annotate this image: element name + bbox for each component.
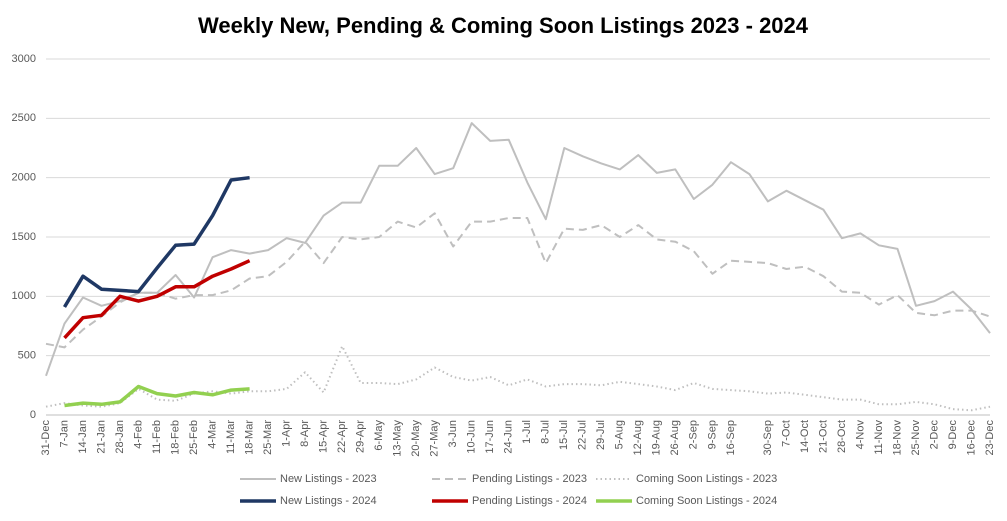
x-tick-label: 10-Jun <box>466 420 478 454</box>
series-line <box>45 122 991 377</box>
y-tick-label: 1000 <box>12 290 36 302</box>
x-tick-label: 16-Dec <box>965 420 977 456</box>
y-tick-label: 500 <box>18 350 36 362</box>
x-tick-label: 28-Oct <box>836 420 848 453</box>
x-tick-label: 2-Sep <box>688 420 700 449</box>
x-tick-label: 12-Aug <box>632 420 644 455</box>
x-tick-label: 24-Jun <box>503 420 515 454</box>
x-tick-label: 22-Apr <box>336 420 348 453</box>
y-tick-label: 2000 <box>12 172 36 184</box>
x-tick-label: 4-Mar <box>206 420 218 449</box>
x-tick-label: 20-May <box>410 420 422 457</box>
x-tick-label: 18-Mar <box>244 420 256 455</box>
x-tick-label: 11-Nov <box>873 420 885 455</box>
x-tick-label: 17-Jun <box>484 420 496 454</box>
x-tick-label: 25-Mar <box>262 420 274 455</box>
x-tick-label: 21-Jan <box>95 420 107 454</box>
x-tick-label: 21-Oct <box>817 420 829 453</box>
x-tick-label: 25-Feb <box>188 420 200 455</box>
legend-label: Coming Soon Listings - 2024 <box>636 495 777 507</box>
x-tick-label: 9-Dec <box>947 420 959 450</box>
x-tick-label: 31-Dec <box>40 420 52 456</box>
x-tick-label: 15-Jul <box>558 420 570 450</box>
legend-label: New Listings - 2023 <box>280 473 377 485</box>
x-tick-label: 29-Apr <box>355 420 367 453</box>
x-tick-label: 9-Sep <box>706 420 718 449</box>
x-tick-label: 28-Jan <box>114 420 126 454</box>
x-tick-label: 14-Jan <box>77 420 89 454</box>
x-tick-label: 30-Sep <box>762 420 774 455</box>
x-tick-label: 14-Oct <box>799 420 811 453</box>
legend-label: New Listings - 2024 <box>280 495 377 507</box>
legend-label: Pending Listings - 2024 <box>472 495 587 507</box>
x-tick-label: 2-Dec <box>928 420 940 450</box>
legend-label: Pending Listings - 2023 <box>472 473 587 485</box>
x-tick-label: 27-May <box>429 420 441 457</box>
x-tick-label: 22-Jul <box>577 420 589 450</box>
x-tick-label: 3-Jun <box>447 420 459 448</box>
x-tick-label: 29-Jul <box>595 420 607 450</box>
x-tick-label: 19-Aug <box>651 420 663 455</box>
series-line <box>63 259 251 340</box>
series-line <box>62 175 250 308</box>
x-tick-label: 8-Jul <box>540 420 552 444</box>
x-tick-label: 6-May <box>373 420 385 451</box>
x-tick-label: 18-Feb <box>169 420 181 455</box>
x-tick-label: 23-Dec <box>984 420 996 456</box>
x-tick-label: 7-Jan <box>58 420 70 448</box>
x-tick-label: 7-Oct <box>780 420 792 447</box>
series-line <box>45 212 991 349</box>
x-tick-label: 13-May <box>392 420 404 457</box>
y-tick-label: 1500 <box>12 231 36 243</box>
y-tick-label: 3000 <box>12 53 36 65</box>
x-tick-label: 15-Apr <box>318 420 330 453</box>
x-tick-label: 4-Feb <box>132 420 144 449</box>
y-tick-label: 0 <box>30 409 36 421</box>
x-tick-label: 16-Sep <box>725 420 737 455</box>
x-tick-label: 4-Nov <box>854 420 866 450</box>
x-tick-label: 18-Nov <box>891 420 903 456</box>
x-tick-label: 5-Aug <box>614 420 626 449</box>
y-tick-label: 2500 <box>12 112 36 124</box>
x-tick-label: 26-Aug <box>669 420 681 455</box>
x-tick-label: 8-Apr <box>299 420 311 447</box>
x-tick-label: 11-Feb <box>151 420 163 454</box>
series-line <box>64 384 250 408</box>
legend-label: Coming Soon Listings - 2023 <box>636 473 777 485</box>
x-tick-label: 1-Apr <box>281 420 293 447</box>
x-tick-label: 1-Jul <box>521 420 533 444</box>
chart-title: Weekly New, Pending & Coming Soon Listin… <box>198 13 809 38</box>
x-tick-label: 11-Mar <box>225 420 237 454</box>
x-tick-label: 25-Nov <box>910 420 922 456</box>
